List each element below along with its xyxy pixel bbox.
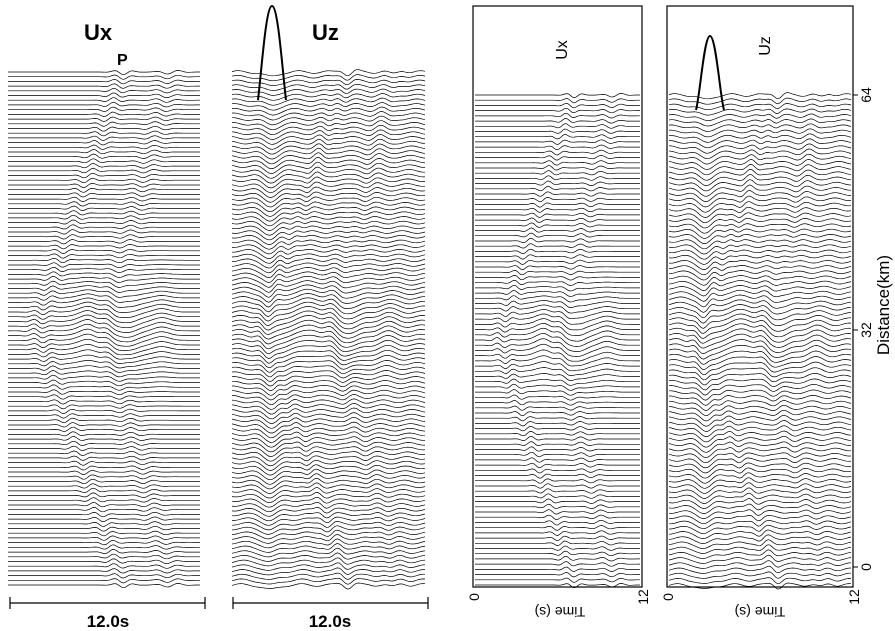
right-ux-time-axis-label: Time (s) (535, 604, 586, 620)
right-ux-traces (475, 93, 640, 589)
right-uz-peak (695, 34, 725, 111)
left-uz-title: Uz (312, 20, 339, 45)
left-ux-p-phase-label: P (117, 52, 128, 69)
seismic-traces (8, 4, 852, 590)
left-uz-peak (257, 4, 287, 101)
left-uz-traces (231, 69, 426, 590)
left-ux-time-bar-label: 12.0s (87, 612, 130, 631)
left-ux-title: Ux (84, 20, 113, 45)
left-ux-traces (8, 70, 200, 589)
right-ux-title: Ux (554, 40, 571, 60)
distance-tick-32: 32 (858, 322, 874, 338)
left-ux-time-scale-bar (9, 597, 206, 609)
right-uz-time-axis-label: Time (s) (735, 604, 786, 620)
right-uz-tick-12: 12 (846, 589, 862, 605)
right-uz-frame (666, 5, 854, 588)
right-ux-frame (472, 5, 643, 588)
right-ux-tick-0: 0 (466, 593, 482, 601)
left-uz-time-scale-bar (232, 597, 429, 609)
distance-axis-label: Distance(km) (874, 255, 893, 355)
right-uz-traces (668, 92, 852, 590)
right-uz-title: Uz (757, 36, 774, 56)
right-ux-tick-12: 12 (635, 589, 651, 605)
distance-tick-64: 64 (858, 87, 874, 103)
left-uz-time-bar-label: 12.0s (309, 612, 352, 631)
distance-tick-0: 0 (858, 563, 874, 571)
right-uz-tick-0: 0 (660, 593, 676, 601)
